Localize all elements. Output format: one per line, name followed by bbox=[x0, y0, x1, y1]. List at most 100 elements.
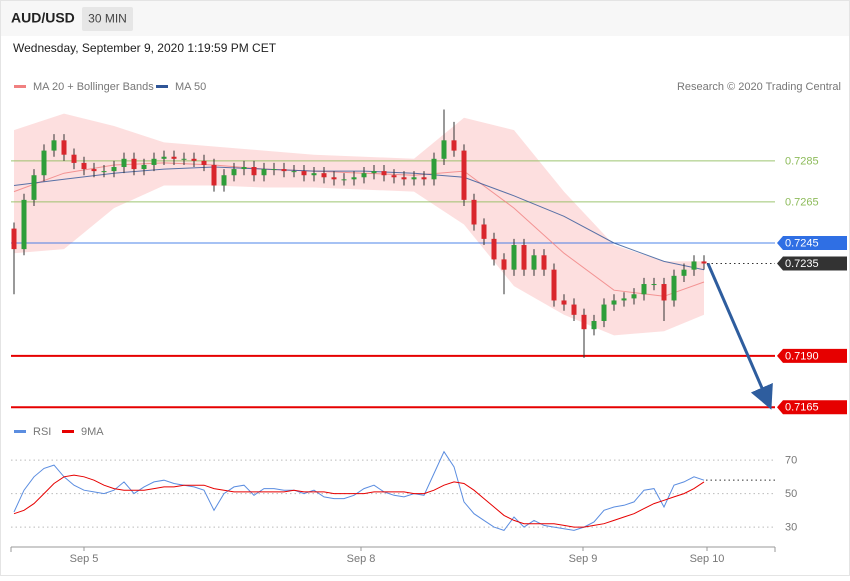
candle-body bbox=[621, 298, 627, 301]
candle-body bbox=[691, 261, 697, 270]
level-tag bbox=[777, 235, 847, 250]
candle-body bbox=[81, 162, 87, 170]
header-bar bbox=[1, 1, 849, 36]
candle-body bbox=[391, 175, 397, 178]
legend-swatch bbox=[156, 85, 168, 88]
legend-label: MA 50 bbox=[175, 81, 206, 93]
candle-body bbox=[511, 245, 517, 270]
candle-body bbox=[441, 140, 447, 159]
candle-body bbox=[271, 169, 277, 171]
candle-body bbox=[351, 177, 357, 180]
candle-body bbox=[11, 228, 17, 250]
candle-body bbox=[321, 173, 327, 178]
candle-body bbox=[231, 169, 237, 176]
x-tick-label: Sep 10 bbox=[690, 553, 725, 565]
candle-body bbox=[421, 177, 427, 180]
legend-label: MA 20 + Bollinger Bands bbox=[33, 81, 154, 93]
level-tag bbox=[777, 256, 847, 271]
symbol: AUD/USD bbox=[11, 10, 75, 26]
candle-body bbox=[431, 158, 437, 180]
candle-body bbox=[201, 160, 207, 165]
candle-body bbox=[451, 140, 457, 151]
x-tick-label: Sep 5 bbox=[70, 553, 99, 565]
interval-chip[interactable] bbox=[82, 7, 133, 31]
candle-body bbox=[651, 284, 657, 286]
plot: MA 20 + Bollinger Bands MA 50 0.7285 0.7265… bbox=[10, 81, 847, 565]
source: Research © 2020 Trading Central bbox=[677, 81, 841, 93]
candle-body bbox=[91, 169, 97, 172]
candle-body bbox=[51, 140, 57, 151]
candle-body bbox=[331, 177, 337, 180]
candle-body bbox=[661, 284, 667, 301]
candle-body bbox=[701, 261, 707, 264]
candle-body bbox=[291, 171, 297, 173]
candle-body bbox=[211, 164, 217, 186]
candle-body bbox=[531, 255, 537, 270]
candle-body bbox=[161, 156, 167, 159]
candle-body bbox=[551, 269, 557, 301]
candle-body bbox=[31, 175, 37, 200]
forecast-arrow bbox=[706, 262, 773, 410]
y-tick-label: 30 bbox=[785, 521, 797, 533]
level-label: 0.7245 bbox=[785, 237, 819, 249]
candle-body bbox=[501, 259, 507, 270]
candle-body bbox=[131, 158, 137, 170]
candle-body bbox=[361, 173, 367, 178]
x-tick-label: Sep 9 bbox=[569, 553, 598, 565]
candle-body bbox=[461, 150, 467, 200]
candle-body bbox=[121, 158, 127, 168]
candle-body bbox=[611, 300, 617, 305]
candle-body bbox=[61, 140, 67, 155]
level-label: 0.7190 bbox=[785, 350, 819, 362]
candle-body bbox=[251, 167, 257, 176]
candle-body bbox=[311, 173, 317, 176]
candle-body bbox=[141, 164, 147, 170]
candle-body bbox=[481, 224, 487, 239]
level-label: 0.7285 bbox=[785, 155, 819, 167]
indicator-line bbox=[13, 450, 705, 531]
candle-body bbox=[671, 275, 677, 301]
candle-body bbox=[541, 255, 547, 270]
candle-body bbox=[261, 169, 267, 176]
legend-swatch bbox=[14, 430, 26, 433]
candle-body bbox=[601, 304, 607, 321]
candle-body bbox=[21, 199, 27, 250]
candle-body bbox=[411, 177, 417, 180]
level-label: 0.7265 bbox=[785, 196, 819, 208]
candle-body bbox=[401, 177, 407, 180]
candle-body bbox=[521, 245, 527, 270]
bollinger-band bbox=[14, 113, 704, 336]
level-label: 0.7235 bbox=[785, 258, 819, 270]
legend-label: RSI bbox=[33, 426, 51, 438]
candle-body bbox=[41, 150, 47, 176]
candle-body bbox=[681, 269, 687, 276]
candle-body bbox=[111, 167, 117, 172]
candle-body bbox=[591, 320, 597, 330]
candle-body bbox=[371, 171, 377, 174]
indicator-line bbox=[13, 474, 705, 528]
candle-body bbox=[381, 171, 387, 176]
candle-body bbox=[581, 314, 587, 330]
level-tag bbox=[777, 400, 847, 415]
candle-body bbox=[491, 238, 497, 260]
candle-body bbox=[571, 304, 577, 315]
candle-body bbox=[341, 179, 347, 181]
y-tick-label: 50 bbox=[785, 488, 797, 500]
y-tick-label: 70 bbox=[785, 454, 797, 466]
level-label: 0.7165 bbox=[785, 402, 819, 414]
candle-body bbox=[561, 300, 567, 305]
candle-body bbox=[641, 284, 647, 295]
candle-body bbox=[171, 156, 177, 159]
candle-body bbox=[301, 171, 307, 176]
legend-label: 9MA bbox=[81, 426, 104, 438]
legend-swatch bbox=[62, 430, 74, 433]
candle-body bbox=[181, 158, 187, 160]
level-tag bbox=[777, 348, 847, 363]
timestamp: Wednesday, September 9, 2020 1:19:59 PM … bbox=[13, 41, 277, 55]
interval[interactable]: 30 MIN bbox=[88, 12, 127, 26]
x-tick-label: Sep 8 bbox=[347, 553, 376, 565]
candle-body bbox=[151, 158, 157, 165]
